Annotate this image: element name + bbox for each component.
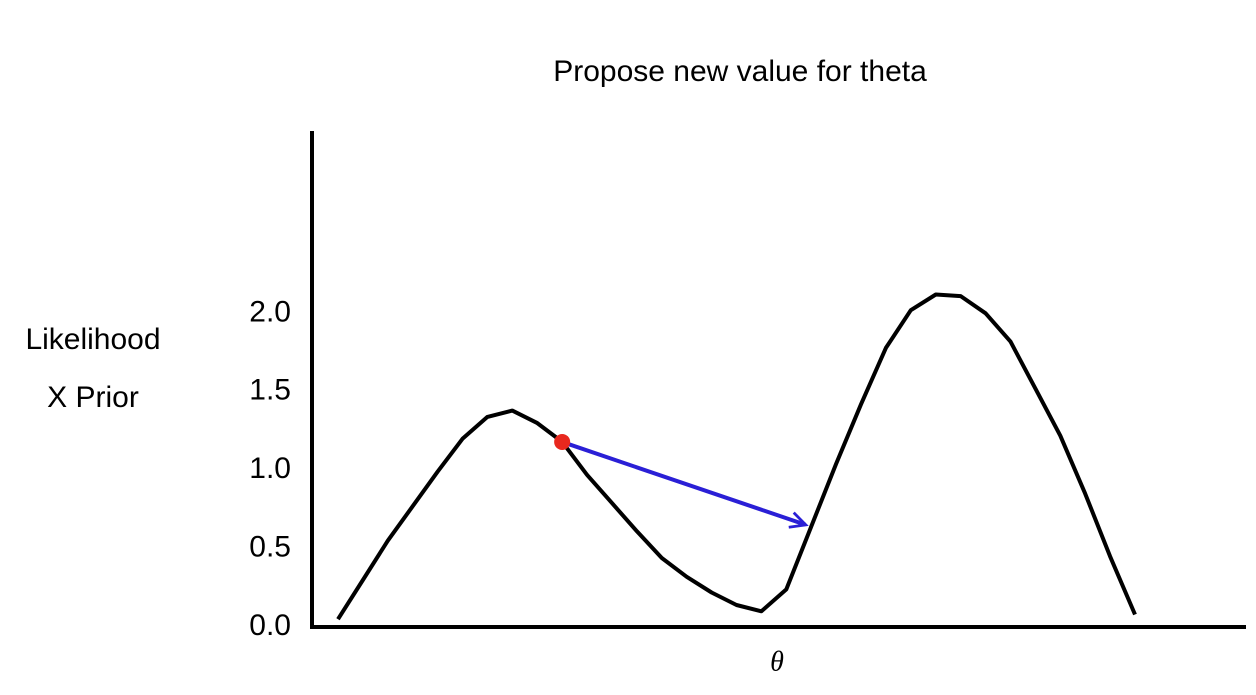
y-tick-label: 2.0	[249, 295, 291, 328]
proposal-arrow	[561, 440, 809, 529]
y-axis-label: Likelihood	[25, 323, 160, 356]
current-point	[554, 433, 571, 450]
y-tick-label: 1.0	[249, 452, 291, 485]
x-axis-label: θ	[770, 646, 784, 677]
y-tick-label: 0.0	[249, 609, 291, 642]
y-axis-label: X Prior	[47, 381, 139, 414]
y-tick-label: 0.5	[249, 531, 291, 564]
y-tick-label: 1.5	[249, 374, 291, 407]
curve	[336, 292, 1137, 621]
chart-title: Propose new value for theta	[553, 55, 927, 88]
